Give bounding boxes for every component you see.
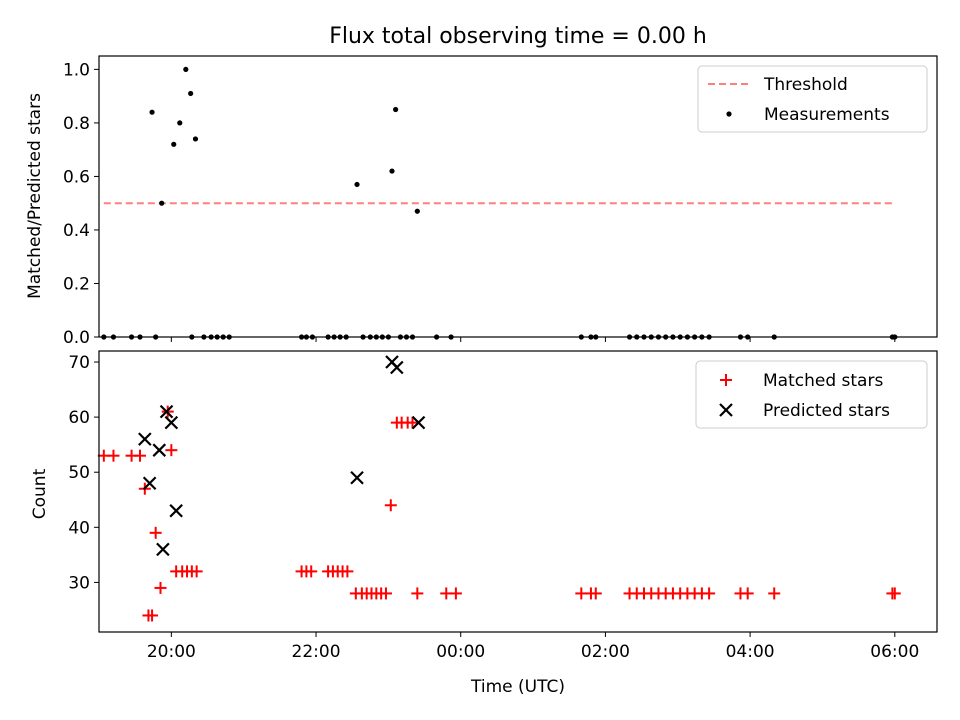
x-tick-label: 02:00 — [581, 642, 630, 662]
matched-star-point — [341, 565, 354, 578]
bottom-legend — [695, 360, 928, 429]
top-y-tick-label: 0.2 — [63, 274, 90, 294]
x-tick-label: 06:00 — [870, 642, 919, 662]
matched-star-point — [165, 444, 178, 457]
measurement-point — [389, 168, 395, 174]
figure-title: Flux total observing time = 0.00 h — [329, 24, 707, 49]
top-panel: 0.0 0.2 0.4 0.6 0.8 1.0 Threshold Measurements — [63, 55, 938, 348]
matched-star-point — [703, 587, 716, 600]
legend-predicted-swatch — [719, 403, 733, 417]
x-tick-label: 04:00 — [726, 642, 775, 662]
measurement-point — [188, 90, 194, 97]
bottom-panel: 30 40 50 60 70 20:00 22:00 00:00 02:00 04:00 06:00… — [68, 350, 938, 662]
matched-star-point — [107, 449, 120, 462]
predicted-star-point — [142, 476, 157, 491]
measurement-point — [177, 120, 183, 126]
top-y-axis-label: Matched/Predicted stars — [25, 93, 45, 299]
matched-star-point — [411, 587, 424, 600]
matched-star-point — [741, 587, 754, 600]
x-tick-label: 22:00 — [292, 642, 341, 662]
matched-star-point — [384, 499, 397, 512]
measurement-point — [149, 109, 155, 115]
predicted-star-point — [411, 415, 426, 430]
x-tick-label: 00:00 — [436, 642, 485, 662]
matched-star-point — [133, 449, 146, 462]
measurement-point — [159, 200, 165, 206]
matched-star-point — [768, 587, 781, 600]
matched-star-point — [305, 565, 318, 578]
top-y-tick-label: 0.6 — [63, 167, 90, 187]
matched-star-point — [589, 587, 602, 600]
bottom-y-tick-label: 30 — [68, 573, 90, 593]
predicted-star-point — [156, 542, 170, 557]
matched-star-point — [449, 587, 462, 600]
bottom-y-axis-label: Count — [30, 468, 50, 519]
measurement-point — [171, 141, 177, 147]
matched-star-point — [149, 526, 162, 539]
top-plot-frame — [98, 55, 938, 338]
measurement-point — [183, 66, 189, 72]
top-legend — [697, 65, 928, 133]
matched-star-point — [146, 609, 159, 622]
predicted-star-point — [169, 504, 183, 518]
predicted-star-point — [159, 404, 174, 419]
matched-star-point — [190, 565, 203, 578]
top-y-tick-label: 0.0 — [63, 328, 90, 348]
bottom-y-tick-label: 70 — [68, 353, 90, 373]
legend-measurements-swatch — [726, 111, 732, 117]
predicted-star-point — [390, 360, 404, 375]
measurement-point — [192, 136, 199, 142]
top-y-tick-label: 0.8 — [63, 114, 90, 134]
x-axis-label: Time (UTC) — [470, 677, 565, 697]
bottom-y-tick-label: 40 — [68, 518, 90, 538]
top-y-tick-label: 0.4 — [63, 221, 90, 241]
legend-predicted-label: Predicted stars — [763, 401, 890, 421]
legend-threshold-label: Threshold — [763, 75, 848, 95]
legend-measurements-label: Measurements — [764, 105, 890, 125]
measurement-point — [393, 106, 399, 113]
x-tick-label: 20:00 — [147, 642, 196, 662]
predicted-star-point — [138, 432, 152, 446]
bottom-plot-frame — [98, 350, 938, 633]
predicted-star-point — [350, 470, 364, 485]
measurement-point — [414, 208, 420, 214]
legend-matched-label: Matched stars — [763, 371, 883, 391]
bottom-y-tick-label: 50 — [68, 463, 90, 483]
measurement-point — [354, 181, 360, 188]
matched-star-point — [406, 416, 419, 429]
top-y-tick-label: 1.0 — [63, 60, 90, 80]
matched-star-point — [154, 581, 167, 594]
predicted-star-point — [164, 415, 179, 430]
legend-matched-swatch — [720, 374, 732, 386]
matched-star-point — [379, 587, 392, 600]
bottom-y-tick-label: 60 — [68, 408, 90, 428]
matched-star-point — [888, 587, 901, 600]
predicted-star-point — [152, 443, 167, 457]
